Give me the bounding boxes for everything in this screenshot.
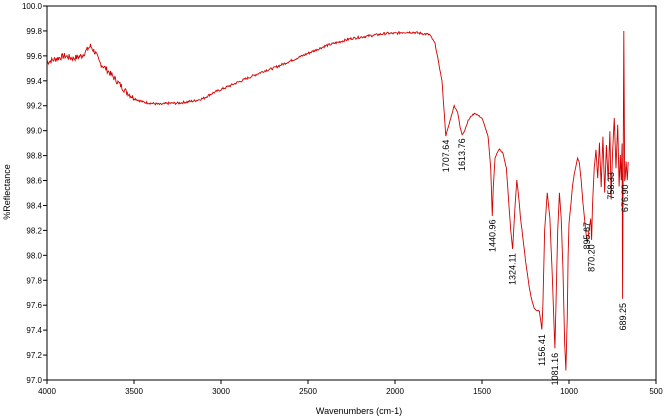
peak-label: 1081.16 — [550, 353, 560, 386]
spectrum-line — [46, 30, 629, 371]
plot-border — [46, 5, 657, 381]
x-tick-label: 3000 — [212, 387, 230, 396]
x-tick-label: 1500 — [473, 387, 491, 396]
peak-label: 1613.76 — [457, 138, 467, 171]
y-tick-label: 97.8 — [26, 276, 42, 285]
y-tick-label: 99.2 — [26, 102, 42, 111]
y-tick-label: 97.6 — [26, 301, 42, 310]
y-tick-label: 97.2 — [26, 351, 42, 360]
peak-label: 1156.41 — [537, 334, 547, 366]
plot-frame — [46, 5, 657, 381]
peak-label: 1324.11 — [508, 253, 518, 285]
y-tick-label: 98.8 — [26, 152, 42, 161]
y-tick-label: 100.0 — [22, 2, 43, 11]
peak-label: 1707.64 — [441, 140, 451, 173]
x-tick-label: 2000 — [386, 387, 404, 396]
peak-labels: 1707.64 1613.76 1440.96 1324.11 1156.411081.… — [441, 138, 630, 385]
y-tick-label: 97.0 — [26, 376, 42, 385]
x-axis-title: Wavenumbers (cm-1) — [316, 406, 402, 416]
y-axis-title: %Reflectance — [2, 164, 12, 220]
x-tick-label: 1000 — [560, 387, 578, 396]
peak-label: 895.67 — [582, 222, 592, 250]
y-tick-label: 99.0 — [26, 127, 42, 136]
x-tick-label: 4000 — [38, 387, 56, 396]
y-tick-label: 98.6 — [26, 177, 42, 186]
x-tick-label: 500 — [649, 387, 663, 396]
peak-label: 689.25 — [618, 303, 628, 331]
y-tick-label: 99.6 — [26, 52, 42, 61]
y-tick-label: 98.4 — [26, 201, 42, 210]
x-tick-label: 2500 — [299, 387, 317, 396]
y-axis-ticks: 100.0 99.8 99.6 99.4 99.2 99.0 98.8 98.6 98.4 98.… — [22, 2, 47, 385]
y-tick-label: 98.2 — [26, 226, 42, 235]
x-tick-label: 3500 — [125, 387, 143, 396]
series-layer — [46, 30, 629, 371]
peak-label: 1440.96 — [487, 219, 497, 252]
x-axis-ticks: 4000 3500 3000 2500 2000 1500 1000 500 — [38, 380, 663, 396]
peak-label: 870.20 — [587, 244, 597, 272]
y-tick-label: 97.4 — [26, 326, 42, 335]
peak-label: 758.33 — [606, 172, 616, 200]
y-tick-label: 99.4 — [26, 77, 42, 86]
y-tick-label: 98.0 — [26, 251, 42, 260]
peak-label: 676.90 — [620, 185, 630, 213]
y-tick-label: 99.8 — [26, 27, 42, 36]
